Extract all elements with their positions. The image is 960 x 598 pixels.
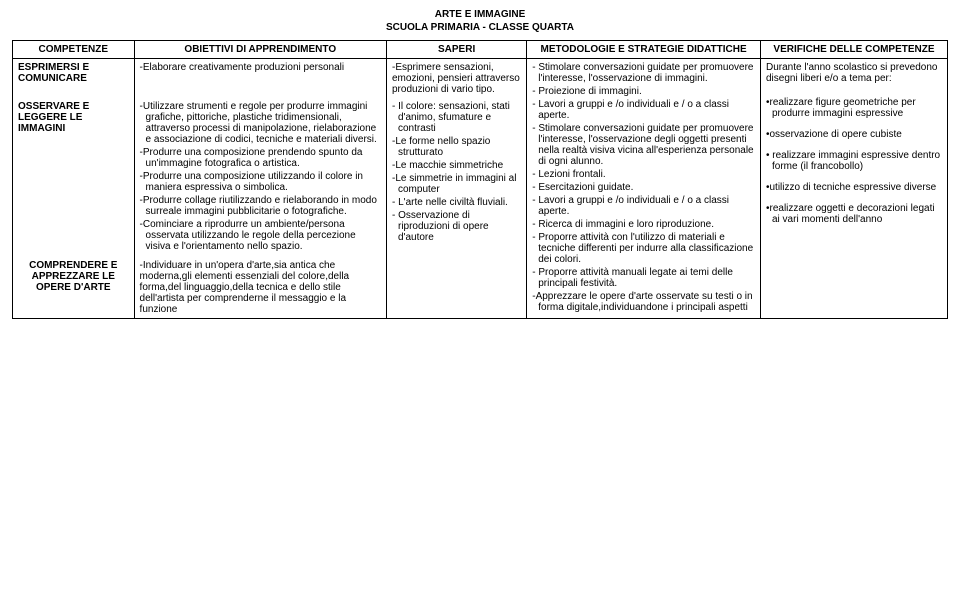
verifiche-cell: Durante l'anno scolastico si prevedono d… xyxy=(760,59,947,319)
list-item: -Le macchie simmetriche xyxy=(392,160,521,171)
list-item: •osservazione di opere cubiste xyxy=(766,129,942,140)
list-item: -Produrre una composizione utilizzando i… xyxy=(140,171,381,193)
list-item: - Stimolare conversazioni guidate per pr… xyxy=(532,62,755,84)
list-item: - Stimolare conversazioni guidate per pr… xyxy=(532,123,755,167)
obiettivi-2: -Utilizzare strumenti e regole per produ… xyxy=(134,98,386,257)
competenza-2: OSSERVARE E LEGGERE LE IMMAGINI xyxy=(13,98,135,257)
saperi-1: -Esprimere sensazioni, emozioni, pensier… xyxy=(386,59,526,99)
list-item: -Apprezzare le opere d'arte osservate su… xyxy=(532,291,755,313)
list-item: - Lavori a gruppi e /o individuali e / o… xyxy=(532,195,755,217)
th-verifiche: VERIFICHE DELLE COMPETENZE xyxy=(760,41,947,59)
th-metodologie: METODOLOGIE E STRATEGIE DIDATTICHE xyxy=(527,41,761,59)
obiettivi-1: -Elaborare creativamente produzioni pers… xyxy=(134,59,386,99)
doc-title: ARTE E IMMAGINE SCUOLA PRIMARIA - CLASSE… xyxy=(12,8,948,34)
obiettivi-3: -Individuare in un'opera d'arte,sia anti… xyxy=(134,257,386,319)
list-item: -Produrre una composizione prendendo spu… xyxy=(140,147,381,169)
list-item: - Il colore: sensazioni, stati d'animo, … xyxy=(392,101,521,134)
list-item: - L'arte nelle civiltà fluviali. xyxy=(392,197,521,208)
th-competenze: COMPETENZE xyxy=(13,41,135,59)
metodologie-cell: - Stimolare conversazioni guidate per pr… xyxy=(527,59,761,319)
list-item: - Esercitazioni guidate. xyxy=(532,182,755,193)
list-item: •realizzare figure geometriche per produ… xyxy=(766,97,942,119)
list-item: • realizzare immagini espressive dentro … xyxy=(766,150,942,172)
metodologie-list: - Stimolare conversazioni guidate per pr… xyxy=(532,62,755,313)
list-item: -Le simmetrie in immagini al computer xyxy=(392,173,521,195)
list-item: - Osservazione di riproduzioni di opere … xyxy=(392,210,521,243)
saperi-3 xyxy=(386,257,526,319)
competenza-3: COMPRENDERE E APPREZZARE LE OPERE D'ARTE xyxy=(13,257,135,319)
list-item: •utilizzo di tecniche espressive diverse xyxy=(766,182,942,193)
title-line-2: SCUOLA PRIMARIA - CLASSE QUARTA xyxy=(12,21,948,34)
competenza-1: ESPRIMERSI E COMUNICARE xyxy=(13,59,135,99)
list-item: •realizzare oggetti e decorazioni legati… xyxy=(766,203,942,225)
obiettivi-2-list: -Utilizzare strumenti e regole per produ… xyxy=(140,101,381,252)
list-item: - Ricerca di immagini e loro riproduzion… xyxy=(532,219,755,230)
list-item: - Lavori a gruppi e /o individuali e / o… xyxy=(532,99,755,121)
list-item: -Le forme nello spazio strutturato xyxy=(392,136,521,158)
list-item: -Produrre collage riutilizzando e rielab… xyxy=(140,195,381,217)
list-item: -Utilizzare strumenti e regole per produ… xyxy=(140,101,381,145)
list-item: - Proporre attività manuali legate ai te… xyxy=(532,267,755,289)
th-obiettivi: OBIETTIVI DI APPRENDIMENTO xyxy=(134,41,386,59)
list-item: - Proiezione di immagini. xyxy=(532,86,755,97)
curriculum-table: COMPETENZE OBIETTIVI DI APPRENDIMENTO SA… xyxy=(12,40,948,319)
title-line-1: ARTE E IMMAGINE xyxy=(12,8,948,21)
th-saperi: SAPERI xyxy=(386,41,526,59)
list-item: -Cominciare a riprodurre un ambiente/per… xyxy=(140,219,381,252)
saperi-2-list: - Il colore: sensazioni, stati d'animo, … xyxy=(392,101,521,243)
saperi-2: - Il colore: sensazioni, stati d'animo, … xyxy=(386,98,526,257)
verifiche-list: •realizzare figure geometriche per produ… xyxy=(766,97,942,225)
verifiche-intro: Durante l'anno scolastico si prevedono d… xyxy=(766,62,942,84)
list-item: - Proporre attività con l'utilizzo di ma… xyxy=(532,232,755,265)
list-item: - Lezioni frontali. xyxy=(532,169,755,180)
